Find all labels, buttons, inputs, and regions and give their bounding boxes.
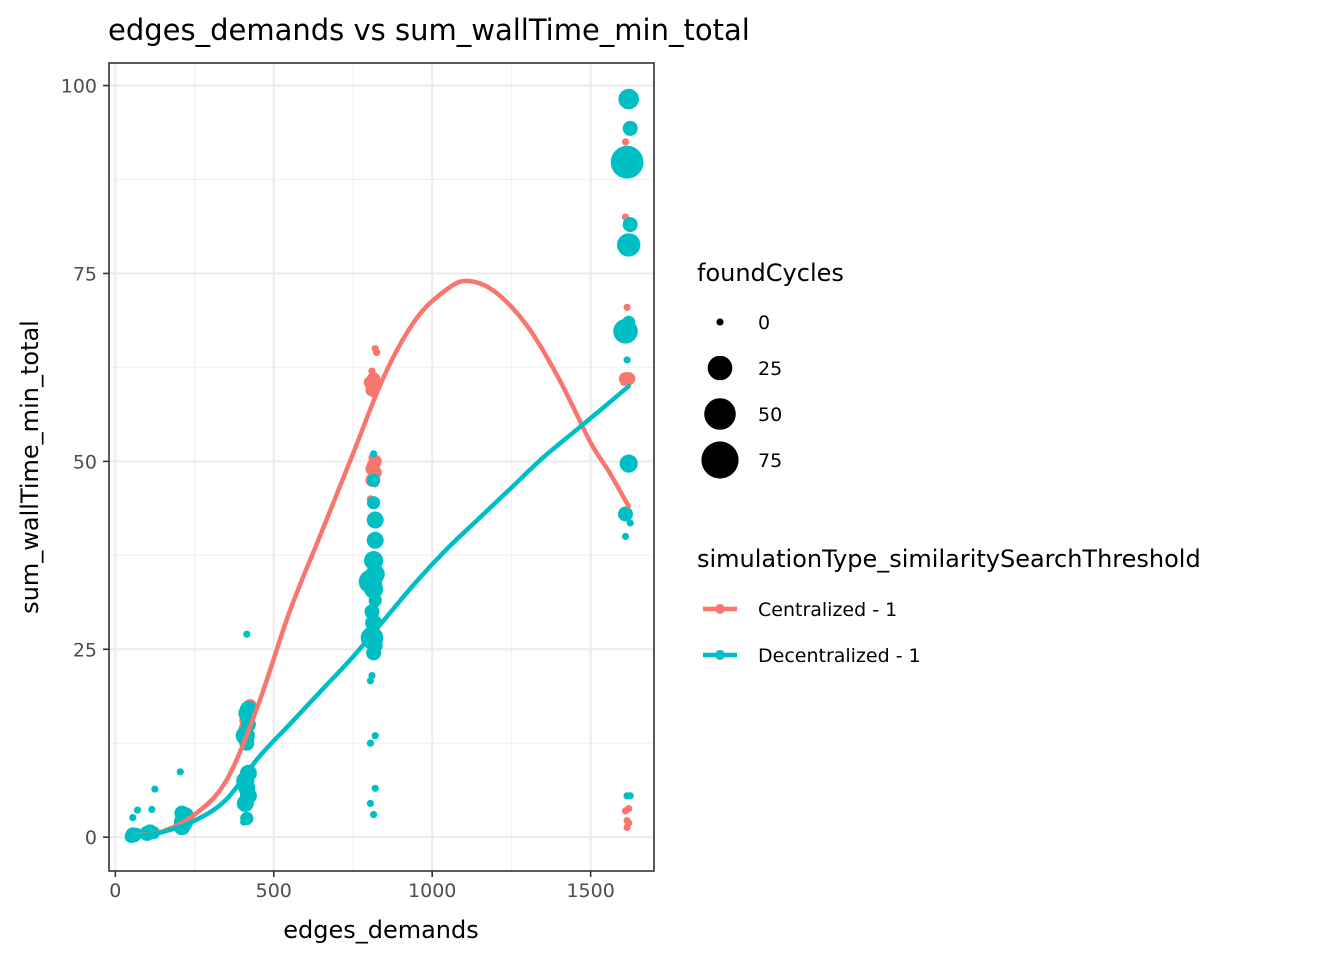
y-tick-label: 75 — [73, 263, 97, 285]
chart-title: edges_demands vs sum_wallTime_min_total — [108, 13, 750, 47]
size-legend-key — [707, 355, 733, 381]
point-decentralized — [617, 233, 641, 257]
y-tick-label: 50 — [73, 451, 97, 473]
color-legend-title: simulationType_similaritySearchThreshold — [697, 545, 1201, 573]
y-axis-label: sum_wallTime_min_total — [16, 320, 44, 614]
color-legend-point — [715, 650, 725, 660]
plot-background — [109, 63, 654, 871]
point-decentralized — [618, 506, 633, 522]
color-legend-point — [715, 604, 725, 614]
y-tick-label: 100 — [61, 76, 97, 98]
point-decentralized — [240, 811, 254, 826]
point-decentralized — [370, 811, 378, 819]
y-axis: 0 25 50 75 100 — [61, 76, 109, 849]
size-legend-label: 75 — [758, 450, 782, 472]
plot-area — [108, 62, 655, 872]
y-tick-label: 0 — [85, 827, 97, 849]
x-axis: 0 500 1000 1500 — [109, 871, 615, 902]
plot-border — [108, 62, 655, 872]
x-tick-label: 1000 — [408, 880, 456, 902]
point-decentralized — [366, 511, 384, 529]
point-decentralized — [626, 792, 634, 800]
point-decentralized — [129, 814, 137, 822]
point-decentralized — [621, 532, 630, 541]
size-legend-label: 50 — [758, 404, 782, 426]
size-legend-key — [704, 398, 736, 430]
size-legend-label: 25 — [758, 358, 782, 380]
smooth-line-centralized — [132, 278, 631, 838]
point-centralized — [623, 823, 631, 832]
point-centralized — [621, 138, 630, 146]
point-decentralized — [133, 806, 142, 814]
x-tick-label: 500 — [256, 880, 292, 902]
point-decentralized — [371, 732, 379, 740]
point-decentralized — [622, 120, 638, 136]
point-decentralized — [613, 319, 638, 344]
point-centralized — [625, 805, 633, 813]
point-decentralized — [610, 145, 644, 179]
point-decentralized — [622, 217, 638, 233]
y-tick-label: 25 — [73, 639, 97, 661]
size-legend: foundCycles 0 25 50 75 — [697, 259, 844, 479]
point-decentralized — [364, 551, 384, 571]
point-decentralized — [367, 496, 381, 510]
point-decentralized — [367, 473, 381, 487]
size-legend-label: 0 — [758, 312, 770, 334]
point-decentralized — [366, 799, 374, 808]
point-centralized — [373, 348, 381, 356]
point-decentralized — [243, 630, 251, 638]
point-decentralized — [371, 784, 379, 792]
point-centralized — [623, 303, 631, 311]
point-decentralized — [626, 519, 634, 527]
point-decentralized — [368, 672, 376, 680]
size-legend-key — [716, 318, 724, 326]
point-centralized — [625, 378, 633, 386]
point-decentralized — [174, 805, 190, 821]
size-legend-title: foundCycles — [697, 259, 844, 287]
smooth-lines — [132, 278, 631, 839]
x-tick-label: 1500 — [566, 880, 614, 902]
color-legend-label: Decentralized - 1 — [758, 645, 921, 667]
point-decentralized — [151, 785, 159, 793]
point-decentralized — [366, 739, 374, 747]
x-tick-label: 0 — [109, 880, 121, 902]
color-legend-label: Centralized - 1 — [758, 599, 897, 621]
smooth-line-decentralized — [132, 383, 631, 839]
size-legend-key — [701, 441, 739, 479]
point-decentralized — [364, 604, 380, 620]
color-legend: simulationType_similaritySearchThreshold… — [697, 545, 1201, 667]
point-decentralized — [370, 450, 378, 458]
point-decentralized — [623, 356, 631, 364]
point-decentralized — [618, 88, 639, 110]
point-decentralized — [366, 531, 384, 549]
point-decentralized — [619, 454, 638, 473]
point-decentralized — [148, 805, 156, 814]
x-axis-label: edges_demands — [283, 916, 479, 944]
point-decentralized — [176, 768, 184, 776]
